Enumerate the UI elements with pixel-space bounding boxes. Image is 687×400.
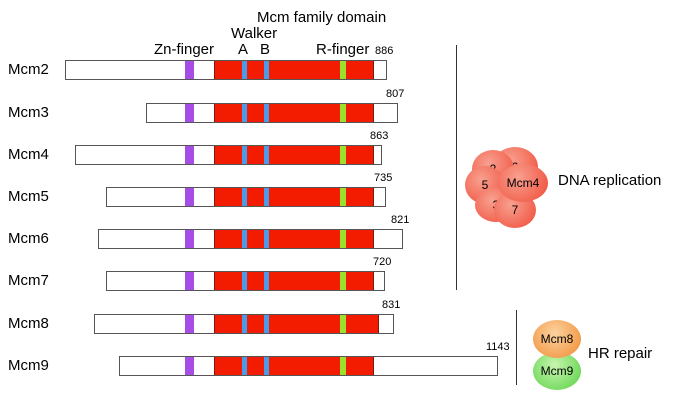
protein-length: 863 <box>370 130 389 142</box>
zn-finger-domain <box>185 61 194 79</box>
zn-finger-label: Zn-finger <box>154 41 215 58</box>
walker-b-motif <box>264 146 269 164</box>
protein-length: 807 <box>386 88 405 100</box>
mcm-family-domain <box>214 272 374 290</box>
mcm-family-domain <box>214 315 379 333</box>
protein-length: 1143 <box>486 341 510 353</box>
walker-b-motif <box>264 188 269 206</box>
r-finger-motif <box>340 315 346 333</box>
protein-bar <box>146 103 398 123</box>
protein-bar <box>75 145 382 165</box>
walker-a-motif <box>242 61 247 79</box>
walker-b-motif <box>264 315 269 333</box>
mcm-family-domain <box>214 357 374 375</box>
r-finger-motif <box>340 272 346 290</box>
dna-replication-label: DNA replication <box>558 172 662 189</box>
mcm-family-domain <box>214 146 374 164</box>
zn-finger-domain <box>185 188 194 206</box>
subunit-mcm9: Mcm9 <box>533 352 581 390</box>
walker-b-motif <box>264 230 269 248</box>
mcm-family-domain-label: Mcm family domain <box>257 9 387 26</box>
walker-a-motif <box>242 315 247 333</box>
r-finger-motif <box>340 104 346 122</box>
divider-line <box>516 310 517 385</box>
walker-a-motif <box>242 104 247 122</box>
walker-b-motif <box>264 357 269 375</box>
protein-name: Mcm3 <box>8 104 49 121</box>
zn-finger-domain <box>185 104 194 122</box>
hr-repair-label: HR repair <box>588 345 653 362</box>
r-finger-motif <box>340 357 346 375</box>
protein-name: Mcm4 <box>8 146 49 163</box>
zn-finger-domain <box>185 146 194 164</box>
r-finger-motif <box>340 146 346 164</box>
zn-finger-domain <box>185 230 194 248</box>
zn-finger-domain <box>185 315 194 333</box>
walker-a-label: A <box>238 41 249 58</box>
subunit-mcm4: Mcm4 <box>498 164 548 202</box>
protein-name: Mcm5 <box>8 188 49 205</box>
protein-length: 720 <box>373 256 392 268</box>
walker-b-motif <box>264 61 269 79</box>
walker-a-motif <box>242 188 247 206</box>
protein-bar <box>106 187 386 207</box>
protein-length: 735 <box>374 172 393 184</box>
protein-bar <box>65 60 387 80</box>
protein-length: 821 <box>391 214 410 226</box>
walker-b-motif <box>264 272 269 290</box>
r-finger-motif <box>340 61 346 79</box>
r-finger-label: R-finger <box>316 41 370 58</box>
subunit-mcm8: Mcm8 <box>533 320 581 358</box>
protein-name: Mcm6 <box>8 230 49 247</box>
protein-length: 831 <box>382 299 401 311</box>
walker-b-motif <box>264 104 269 122</box>
protein-bar <box>119 356 498 376</box>
protein-name: Mcm9 <box>8 357 49 374</box>
protein-name: Mcm7 <box>8 272 49 289</box>
zn-finger-domain <box>185 272 194 290</box>
walker-a-motif <box>242 357 247 375</box>
protein-name: Mcm8 <box>8 315 49 332</box>
r-finger-motif <box>340 188 346 206</box>
protein-length: 886 <box>375 45 394 57</box>
r-finger-motif <box>340 230 346 248</box>
mcm-family-domain <box>214 61 374 79</box>
walker-a-motif <box>242 272 247 290</box>
mcm-family-domain <box>214 104 374 122</box>
protein-bar <box>106 271 385 291</box>
zn-finger-domain <box>185 357 194 375</box>
protein-name: Mcm2 <box>8 61 49 78</box>
walker-label: Walker <box>231 25 278 42</box>
divider-line <box>456 45 457 290</box>
walker-a-motif <box>242 230 247 248</box>
protein-bar <box>98 229 403 249</box>
walker-b-label: B <box>260 41 271 58</box>
mcm-family-domain <box>214 188 374 206</box>
mcm-family-domain <box>214 230 374 248</box>
walker-a-motif <box>242 146 247 164</box>
protein-bar <box>94 314 394 334</box>
